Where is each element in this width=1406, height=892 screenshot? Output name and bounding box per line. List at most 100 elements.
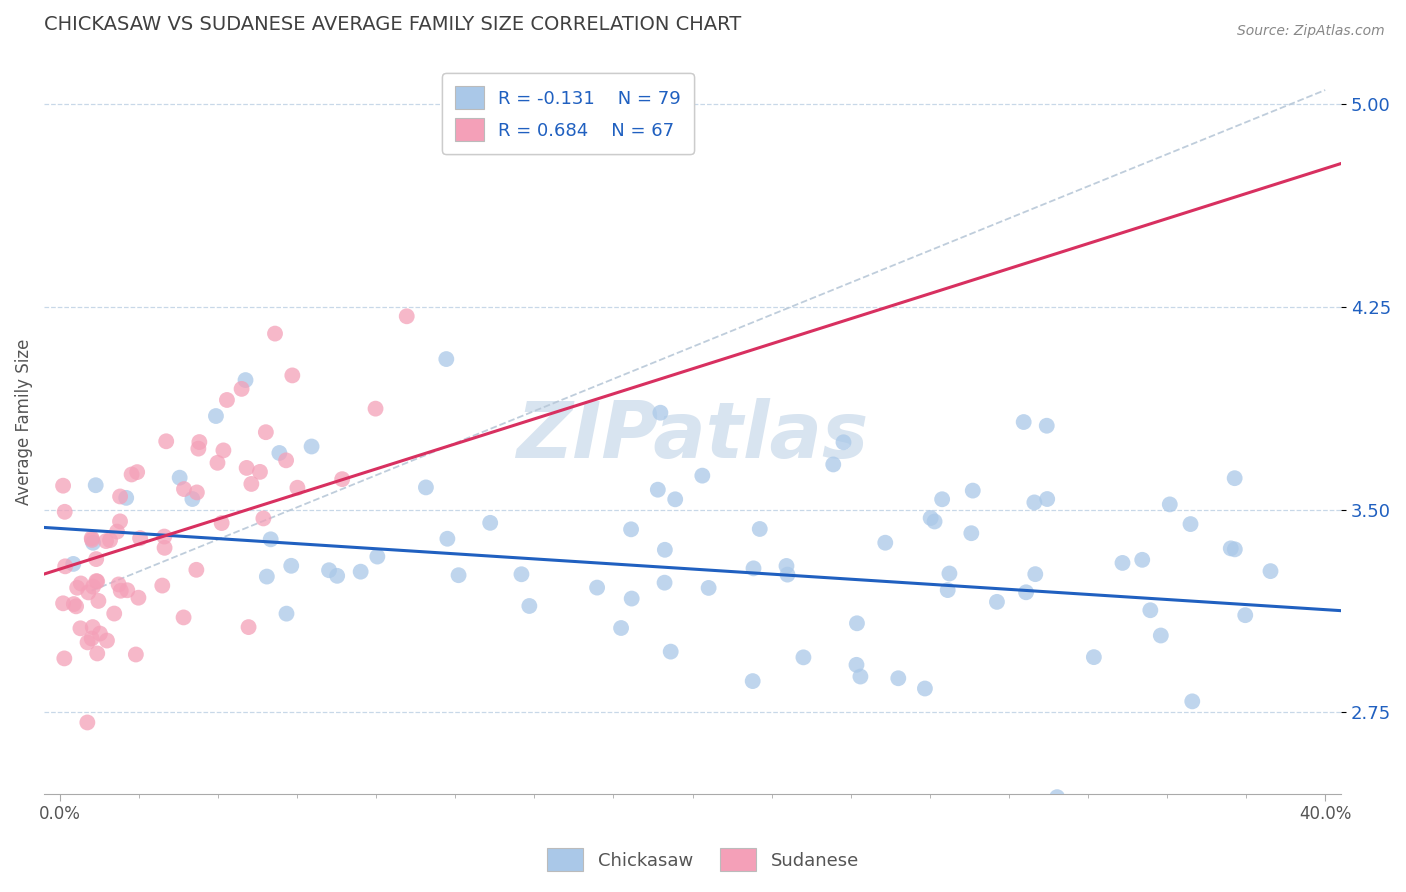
Point: [127, 465, 149, 479]
Point: [117, 583, 139, 598]
Text: Source: ZipAtlas.com: Source: ZipAtlas.com: [1237, 24, 1385, 38]
Point: [76, 635, 98, 649]
Point: [52, 596, 75, 610]
Point: [620, 591, 643, 606]
Point: [510, 567, 533, 582]
Point: [395, 310, 418, 324]
Point: [173, 610, 195, 624]
Point: [77, 585, 100, 599]
Point: [260, 533, 283, 547]
Point: [110, 583, 132, 598]
Point: [63, 597, 86, 611]
Point: [169, 471, 191, 485]
Point: [436, 532, 458, 546]
Point: [775, 558, 797, 573]
Point: [1036, 491, 1059, 506]
Text: ZIPatlas: ZIPatlas: [516, 399, 869, 475]
Point: [86, 647, 108, 661]
Point: [447, 568, 470, 582]
Point: [108, 490, 131, 504]
Point: [69, 621, 91, 635]
Point: [1111, 556, 1133, 570]
Point: [231, 382, 253, 396]
Point: [53, 559, 76, 574]
Point: [846, 616, 869, 631]
Point: [276, 607, 298, 621]
Point: [936, 583, 959, 598]
Point: [84, 478, 107, 492]
Point: [240, 477, 263, 491]
Point: [188, 435, 211, 450]
Point: [105, 524, 128, 539]
Point: [53, 651, 76, 665]
Point: [108, 514, 131, 528]
Point: [517, 599, 540, 613]
Point: [252, 511, 274, 525]
Point: [1035, 418, 1057, 433]
Point: [62, 557, 84, 571]
Point: [211, 516, 233, 530]
Point: [931, 492, 953, 507]
Point: [1219, 541, 1241, 556]
Point: [80, 531, 103, 545]
Point: [155, 434, 177, 449]
Point: [173, 482, 195, 496]
Point: [586, 581, 609, 595]
Point: [86, 574, 108, 589]
Point: [479, 516, 502, 530]
Point: [205, 409, 228, 423]
Point: [269, 446, 291, 460]
Point: [127, 591, 149, 605]
Point: [65, 599, 87, 614]
Point: [776, 567, 799, 582]
Point: [654, 542, 676, 557]
Point: [620, 522, 643, 536]
Point: [280, 558, 302, 573]
Point: [153, 530, 176, 544]
Point: [212, 443, 235, 458]
Point: [89, 626, 111, 640]
Point: [274, 453, 297, 467]
Point: [914, 681, 936, 696]
Point: [82, 580, 104, 594]
Point: [86, 574, 108, 588]
Point: [1159, 497, 1181, 511]
Point: [84, 552, 107, 566]
Point: [82, 536, 104, 550]
Point: [256, 569, 278, 583]
Point: [330, 472, 353, 486]
Point: [1024, 567, 1046, 582]
Point: [281, 368, 304, 383]
Point: [654, 575, 676, 590]
Point: [301, 440, 323, 454]
Point: [832, 435, 855, 450]
Point: [1015, 585, 1038, 599]
Point: [103, 607, 125, 621]
Point: [415, 480, 437, 494]
Point: [960, 526, 983, 541]
Point: [318, 563, 340, 577]
Point: [80, 533, 103, 547]
Point: [121, 467, 143, 482]
Point: [76, 715, 98, 730]
Point: [1234, 608, 1257, 623]
Point: [887, 671, 910, 685]
Point: [647, 483, 669, 497]
Point: [1260, 564, 1282, 578]
Point: [664, 492, 686, 507]
Point: [748, 522, 770, 536]
Point: [742, 561, 765, 575]
Point: [53, 505, 76, 519]
Point: [264, 326, 287, 341]
Point: [235, 373, 257, 387]
Point: [924, 515, 946, 529]
Point: [659, 645, 682, 659]
Point: [207, 456, 229, 470]
Point: [1223, 471, 1246, 485]
Point: [215, 392, 238, 407]
Point: [741, 674, 763, 689]
Point: [1150, 628, 1173, 642]
Point: [792, 650, 814, 665]
Point: [1180, 517, 1202, 532]
Point: [1083, 650, 1105, 665]
